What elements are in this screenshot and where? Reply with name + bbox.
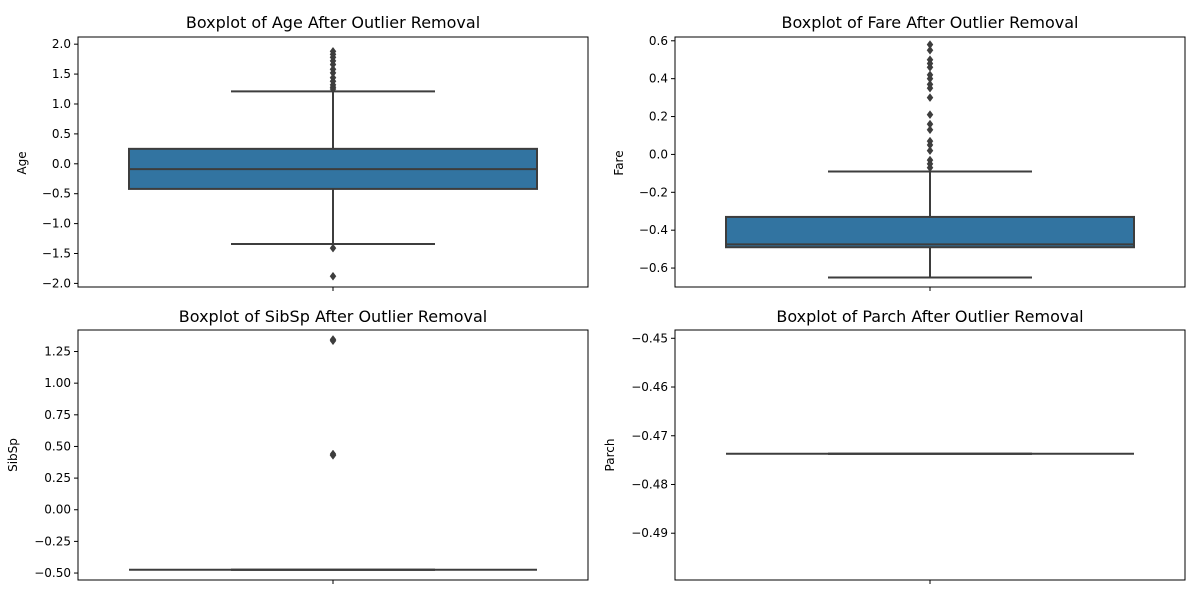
sibsp-y-tick-label: 0.75 [44,408,71,422]
sibsp-y-axis-label: SibSp [6,438,20,472]
sibsp-chart-title: Boxplot of SibSp After Outlier Removal [179,307,487,326]
age-y-tick-label: −1.5 [42,247,71,261]
sibsp-y-tick-label: −0.50 [34,566,71,580]
fare-outlier-point [926,146,934,156]
parch-panel: Boxplot of Parch After Outlier Removal P… [603,307,1186,584]
age-outlier-point [329,243,337,253]
parch-y-tick-label: −0.49 [631,526,668,540]
fare-y-tick-label: 0.0 [649,147,668,161]
age-y-tick-label: −0.5 [42,187,71,201]
parch-y-tick-label: −0.47 [631,429,668,443]
fare-outlier-point [926,45,934,55]
fare-y-tick-label: 0.2 [649,110,668,124]
sibsp-y-tick-label: 1.00 [44,376,71,390]
parch-y-tick-label: −0.48 [631,477,668,491]
age-y-tick-label: −2.0 [42,276,71,290]
sibsp-y-tick-label: −0.25 [34,534,71,548]
parch-y-tick-label: −0.45 [631,331,668,345]
age-y-tick-label: 2.0 [52,37,71,51]
fare-chart-title: Boxplot of Fare After Outlier Removal [782,13,1079,32]
age-outlier-point [329,84,337,94]
age-y-tick-label: 1.5 [52,67,71,81]
fare-y-tick-label: 0.6 [649,34,668,48]
parch-y-tick-label: −0.46 [631,380,668,394]
fare-outlier-point [926,163,934,173]
age-y-axis-label: Age [15,151,29,174]
fare-y-tick-label: 0.4 [649,72,668,86]
age-box-marks [128,46,538,281]
fare-outlier-point [926,93,934,103]
fare-panel: Boxplot of Fare After Outlier Removal Fa… [612,13,1186,291]
age-y-tick-label: −1.0 [42,217,71,231]
parch-chart-title: Boxplot of Parch After Outlier Removal [776,307,1083,326]
age-y-tick-label: 1.0 [52,97,71,111]
parch-y-axis-label: Parch [603,439,617,472]
sibsp-outlier-point [329,336,337,346]
sibsp-y-ticks: 1.25 1.00 0.75 0.50 0.25 0.00 −0.25 −0.50 [34,345,78,580]
fare-outlier-point [926,110,934,120]
fare-y-tick-label: −0.6 [639,261,668,275]
fare-y-tick-label: −0.4 [639,223,668,237]
age-y-tick-label: 0.0 [52,157,71,171]
sibsp-box-marks [129,335,537,571]
sibsp-outlier-point [329,450,337,460]
sibsp-y-tick-label: 0.50 [44,439,71,453]
fare-outlier-point [926,83,934,93]
fare-box [725,215,1135,249]
sibsp-y-tick-label: 0.00 [44,503,71,517]
fare-outlier-point [926,125,934,135]
age-panel: Boxplot of Age After Outlier Removal Age… [15,13,589,291]
sibsp-y-tick-label: 1.25 [44,345,71,359]
age-y-ticks: 2.0 1.5 1.0 0.5 0.0 −0.5 −1.0 −1.5 −2.0 [42,37,78,290]
age-chart-title: Boxplot of Age After Outlier Removal [186,13,480,32]
sibsp-y-tick-label: 0.25 [44,471,71,485]
fare-y-ticks: 0.6 0.4 0.2 0.0 −0.2 −0.4 −0.6 [639,34,675,275]
fare-y-tick-label: −0.2 [639,185,668,199]
age-outlier-point [329,271,337,281]
fare-y-axis-label: Fare [612,150,626,175]
age-y-tick-label: 0.5 [52,127,71,141]
fare-box-marks [725,40,1135,279]
sibsp-panel: Boxplot of SibSp After Outlier Removal S… [6,307,589,584]
parch-y-ticks: −0.45 −0.46 −0.47 −0.48 −0.49 [631,331,675,540]
